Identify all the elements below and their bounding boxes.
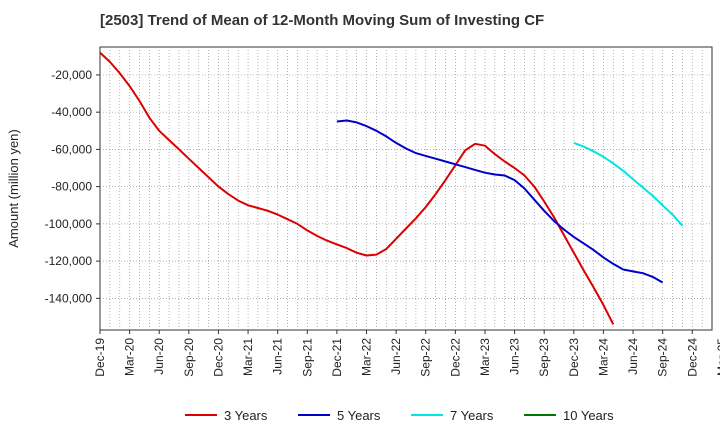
x-tick-label: Dec-19 <box>93 338 107 377</box>
y-tick-label: -100,000 <box>45 217 93 231</box>
x-tick-label: Mar-23 <box>478 338 492 376</box>
legend-label-10-years: 10 Years <box>563 408 614 423</box>
x-tick-label: Mar-25 <box>715 338 720 376</box>
x-tick-label: Mar-24 <box>596 338 610 376</box>
series-line-7-years <box>573 141 684 227</box>
legend-label-3-years: 3 Years <box>224 408 268 423</box>
x-tick-label: Sep-22 <box>419 338 433 377</box>
y-tick-label: -80,000 <box>51 180 92 194</box>
x-tick-label: Jun-23 <box>508 338 522 375</box>
grid <box>100 47 712 330</box>
series-group <box>99 51 684 325</box>
y-tick-label: -140,000 <box>45 291 93 305</box>
y-tick-label: -120,000 <box>45 254 93 268</box>
x-tick-label: Dec-21 <box>330 338 344 377</box>
x-tick-label: Jun-21 <box>271 338 285 375</box>
x-tick-label: Dec-23 <box>567 338 581 377</box>
legend-label-5-years: 5 Years <box>337 408 381 423</box>
x-tick-label: Sep-24 <box>656 338 670 377</box>
series-line-3-years <box>99 51 615 325</box>
x-tick-label: Sep-21 <box>300 338 314 377</box>
x-tick-label: Sep-23 <box>537 338 551 377</box>
y-axis: -140,000 -120,000 -100,000 -80,000 -60,000 -4… <box>45 68 100 305</box>
x-tick-label: Dec-24 <box>685 338 699 377</box>
x-tick-label: Mar-20 <box>123 338 137 376</box>
x-tick-label: Dec-22 <box>448 338 462 377</box>
y-axis-label: Amount (million yen) <box>6 129 21 248</box>
chart-title: [2503] Trend of Mean of 12-Month Moving … <box>100 12 545 29</box>
y-tick-label: -60,000 <box>51 142 92 156</box>
x-tick-label: Jun-24 <box>626 338 640 375</box>
y-tick-label: -40,000 <box>51 105 92 119</box>
x-tick-label: Jun-22 <box>389 338 403 375</box>
series-line-5-years <box>336 119 664 284</box>
x-tick-label: Dec-20 <box>211 338 225 377</box>
x-tick-label: Mar-21 <box>241 338 255 376</box>
x-tick-label: Jun-20 <box>152 338 166 375</box>
x-axis: Dec-19 Mar-20 Jun-20 Sep-20 Dec-20 Mar-21 Jun-… <box>93 330 720 377</box>
y-tick-label: -20,000 <box>51 68 92 82</box>
x-tick-label: Sep-20 <box>182 338 196 377</box>
x-tick-label: Mar-22 <box>360 338 374 376</box>
legend-label-7-years: 7 Years <box>450 408 494 423</box>
legend: 3 Years 5 Years 7 Years 10 Years <box>185 408 614 423</box>
